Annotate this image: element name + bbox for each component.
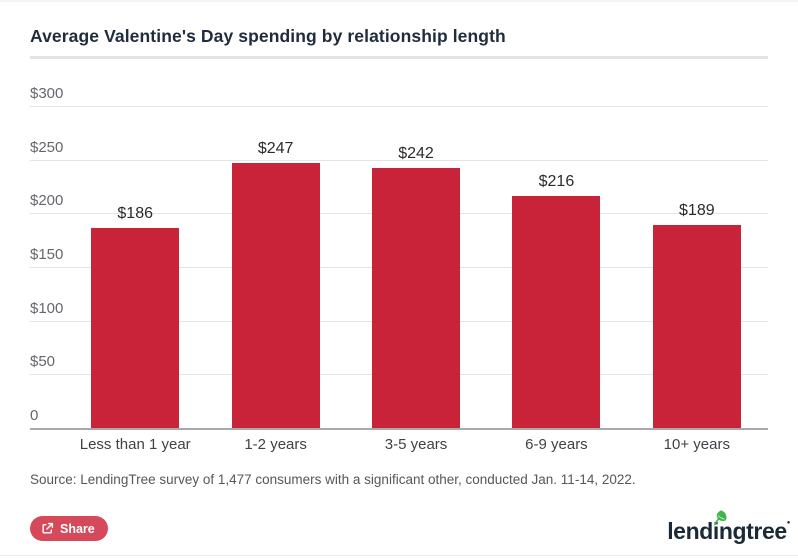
bar-group: $189 [627,106,767,428]
lendingtree-logo: lend ingtree● [667,510,791,545]
bar [91,228,180,428]
gridline [30,159,768,161]
logo-text-prefix: lend [667,518,713,544]
bar-group: $216 [486,106,626,428]
x-axis-tick-label: 3-5 years [384,436,448,453]
x-axis-tick-label: 1-2 years [244,436,307,453]
bar-value-label: $247 [257,139,294,157]
source-note: Source: LendingTree survey of 1,477 cons… [30,472,636,487]
gridline [30,106,768,107]
bar-value-label: $186 [117,205,153,223]
bar-group: $186 [65,106,205,428]
bar-value-label: $189 [679,202,715,220]
bar-group: $242 [346,106,486,428]
share-export-icon [41,522,54,535]
logo-trademark-dot: ● [786,520,791,526]
leaf-icon [712,505,729,532]
y-axis-tick-label: $250 [30,138,64,156]
y-axis-tick-label: 0 [30,407,39,424]
x-axis-tick-label: Less than 1 year [79,436,191,453]
share-button-label: Share [60,521,95,536]
bottom-border [0,555,798,556]
y-axis-tick-label: $100 [30,299,64,317]
logo-text-suffix: gtree [732,518,788,544]
x-axis-labels: Less than 1 year 1-2 years 3-5 years 6-9 ye… [65,436,767,453]
share-button[interactable]: Share [30,516,108,541]
bar-group: $247 [205,106,345,428]
title-divider [30,56,768,59]
y-axis-tick-label: $150 [30,246,64,263]
bar-value-label: $242 [398,145,434,163]
bar [372,168,461,428]
bars-area: $186 $247 $242 $216 $189 [65,106,767,428]
x-axis-line [30,428,768,430]
x-axis-tick-label: 10+ years [663,436,730,453]
y-axis-tick-label: $200 [30,192,64,210]
y-axis-tick-label: $300 [30,85,64,102]
bar-chart: $300 $250 $200 $150 $100 $50 0 $186 $247 $242 $216… [30,85,768,458]
x-axis-tick-label: 6-9 years [525,436,588,453]
bar [652,225,741,428]
bar [512,196,601,428]
y-axis-tick-label: $50 [30,353,56,371]
top-border [0,0,798,2]
bar-value-label: $216 [538,173,575,191]
page-title: Average Valentine's Day spending by rela… [30,26,506,46]
logo-text-mid: in [712,518,733,544]
bar [231,162,320,428]
